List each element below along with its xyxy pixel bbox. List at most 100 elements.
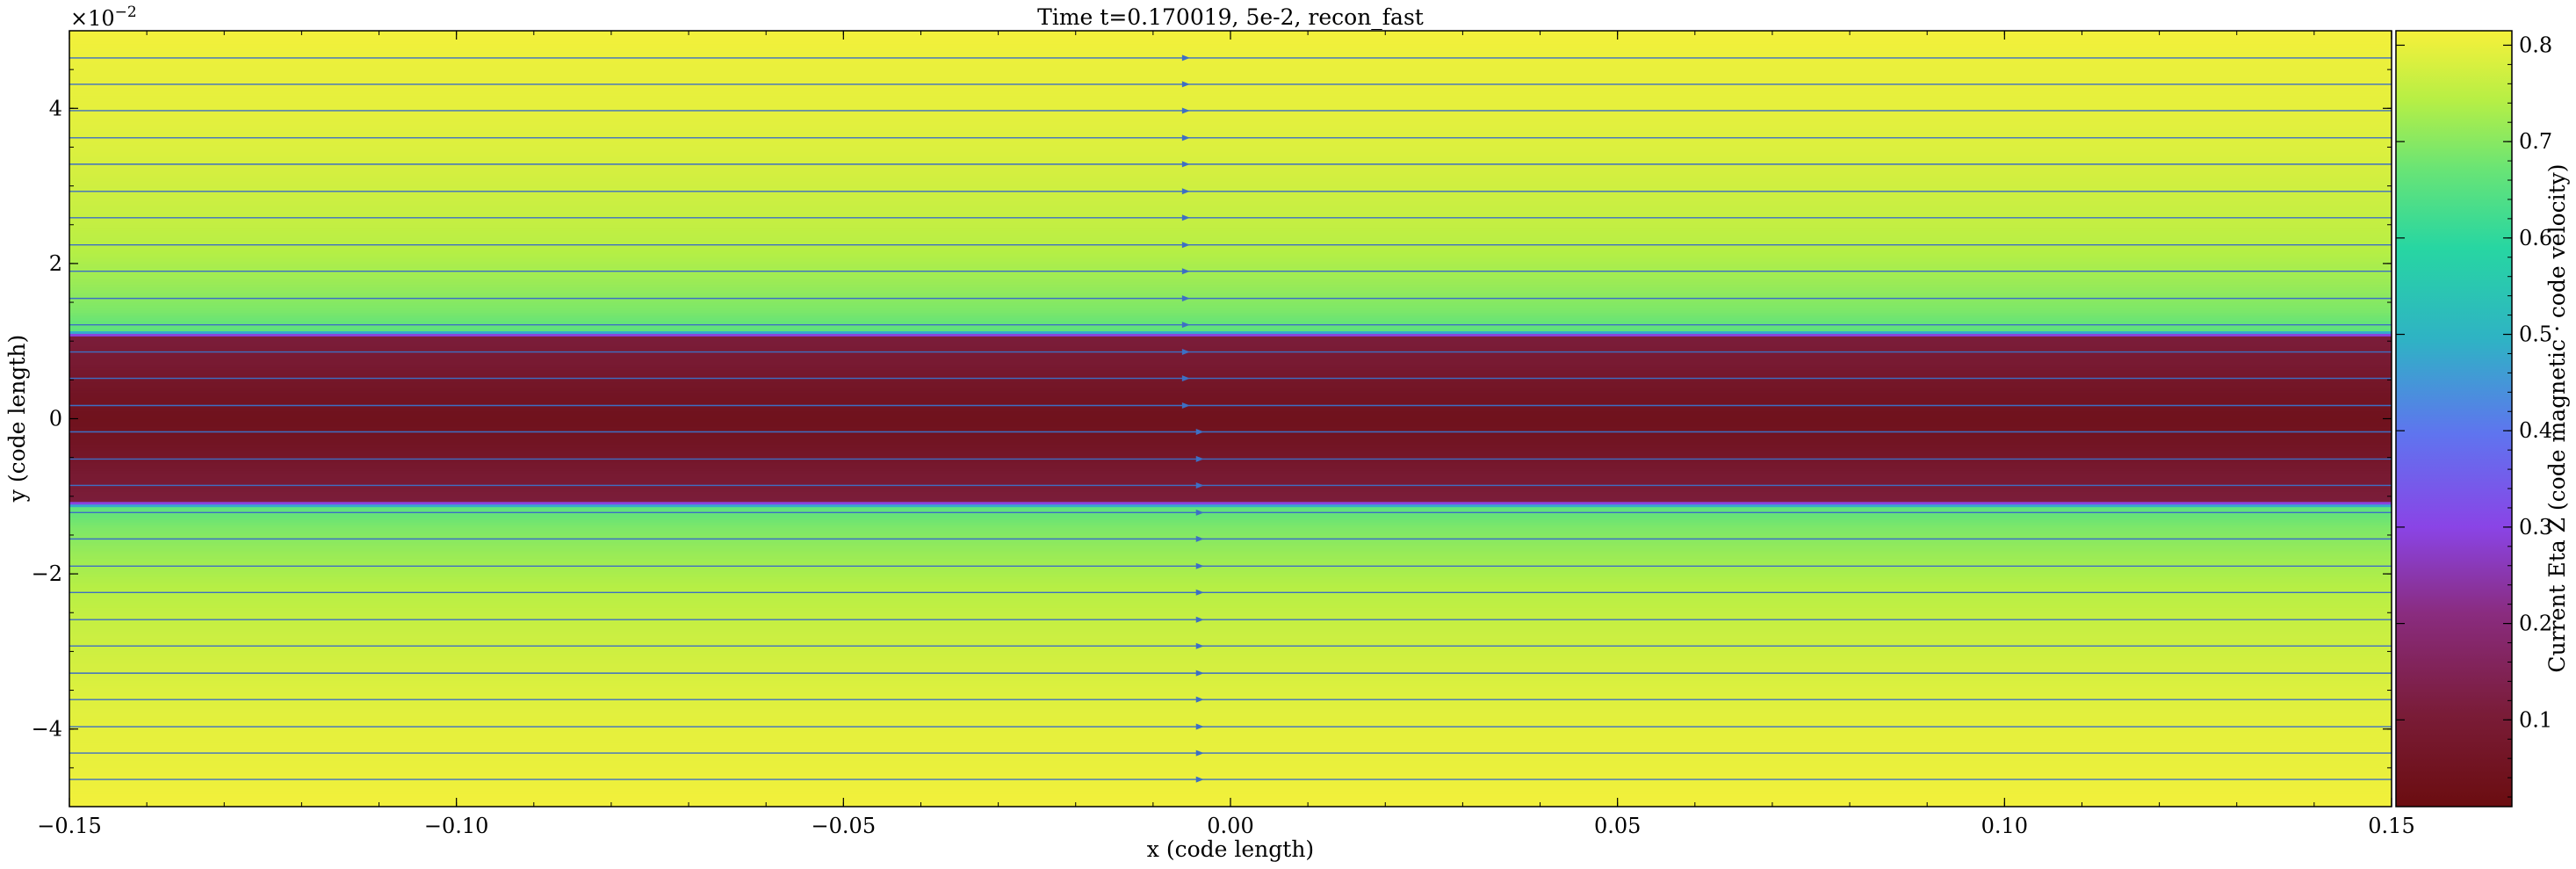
heatmap-band xyxy=(69,602,2392,606)
heatmap-band xyxy=(69,760,2392,764)
heatmap-band xyxy=(69,692,2392,697)
heatmap-band xyxy=(69,708,2392,712)
heatmap-band xyxy=(69,775,2392,779)
heatmap-band xyxy=(69,413,2392,417)
heatmap-band xyxy=(69,276,2392,280)
y-tick-label: 0 xyxy=(49,407,62,431)
heatmap-band xyxy=(69,633,2392,637)
heatmap-band xyxy=(69,607,2392,611)
heatmap-band xyxy=(69,364,2392,368)
streamline-arrow xyxy=(1195,670,1204,677)
heatmap-band xyxy=(69,677,2392,681)
heatmap-band xyxy=(69,591,2392,596)
heatmap-band xyxy=(69,667,2392,670)
x-tick-label: −0.15 xyxy=(37,814,102,838)
heatmap-band xyxy=(69,221,2392,226)
streamline-arrow xyxy=(1195,509,1204,516)
heatmap-band xyxy=(69,439,2392,443)
heatmap-band xyxy=(69,46,2392,50)
heatmap-band xyxy=(69,648,2392,652)
heatmap-band xyxy=(69,405,2392,409)
heatmap-band xyxy=(69,788,2392,792)
heatmap-band xyxy=(69,90,2392,94)
y-tick-label: 4 xyxy=(49,96,62,120)
streamline-arrow xyxy=(1195,642,1204,649)
heatmap-band xyxy=(69,374,2392,379)
heatmap-band xyxy=(69,561,2392,564)
heatmap-band xyxy=(69,402,2392,407)
streamline-arrow xyxy=(1181,402,1190,409)
heatmap-band xyxy=(69,315,2392,319)
heatmap-band xyxy=(69,131,2392,135)
streamline-arrow xyxy=(1181,375,1190,382)
heatmap-band xyxy=(69,540,2392,544)
heatmap-band xyxy=(69,762,2392,766)
heatmap-band xyxy=(69,734,2392,738)
streamline-arrow xyxy=(1181,322,1190,329)
field-bands xyxy=(69,31,2392,807)
heatmap-band xyxy=(69,783,2392,787)
heatmap-band xyxy=(69,177,2392,182)
heatmap-band xyxy=(69,307,2392,311)
heatmap-band xyxy=(69,341,2392,344)
heatmap-band xyxy=(69,232,2392,236)
heatmap-band xyxy=(69,625,2392,629)
heatmap-band xyxy=(69,400,2392,404)
heatmap-band xyxy=(69,54,2392,58)
heatmap-band xyxy=(69,346,2392,350)
heatmap-band xyxy=(69,711,2392,714)
heatmap-band xyxy=(69,38,2392,42)
heatmap-band xyxy=(69,180,2392,185)
y-tick-label: −4 xyxy=(32,717,62,742)
colorbar xyxy=(2395,30,2513,807)
heatmap-band xyxy=(69,183,2392,187)
streamline-arrow xyxy=(1195,535,1204,542)
streamline-arrow xyxy=(1195,776,1204,783)
heatmap-band xyxy=(69,393,2392,396)
heatmap-band xyxy=(69,353,2392,358)
heatmap-band xyxy=(69,333,2392,337)
heatmap-band xyxy=(69,48,2392,53)
heatmap-band xyxy=(69,134,2392,138)
heatmap-band xyxy=(69,75,2392,78)
heatmap-band xyxy=(69,444,2392,448)
heatmap-band xyxy=(69,610,2392,613)
heatmap-band xyxy=(69,796,2392,800)
x-tick-label: 0.05 xyxy=(1594,814,1641,838)
heatmap-band xyxy=(69,172,2392,177)
heatmap-band xyxy=(69,390,2392,394)
streamline-arrow xyxy=(1195,482,1204,489)
colorbar-tick-label: 0.4 xyxy=(2519,418,2552,443)
heatmap-band xyxy=(69,289,2392,293)
colorbar-tick-label: 0.7 xyxy=(2519,129,2552,154)
heatmap-band xyxy=(69,165,2392,169)
heatmap-band xyxy=(69,325,2392,329)
heatmap-band xyxy=(69,446,2392,451)
heatmap-band xyxy=(69,703,2392,706)
heatmap-band xyxy=(69,328,2392,332)
heatmap-band xyxy=(69,764,2392,769)
streamline-arrow xyxy=(1195,616,1204,623)
streamline-arrow xyxy=(1195,750,1204,757)
heatmap-band xyxy=(69,465,2392,469)
heatmap-band xyxy=(69,664,2392,668)
heatmap-band xyxy=(69,460,2392,464)
heatmap-band xyxy=(69,113,2392,117)
heatmap-band xyxy=(69,452,2392,456)
heatmap-band xyxy=(69,358,2392,363)
heatmap-band xyxy=(69,271,2392,275)
heatmap-band xyxy=(69,250,2392,254)
x-tick-label: −0.05 xyxy=(812,814,877,838)
heatmap-band xyxy=(69,470,2392,474)
heatmap-band xyxy=(69,193,2392,197)
heatmap-band xyxy=(69,612,2392,616)
heatmap-band xyxy=(69,739,2392,743)
heatmap-band xyxy=(69,635,2392,640)
heatmap-band xyxy=(69,770,2392,774)
heatmap-band xyxy=(69,121,2392,125)
heatmap-band xyxy=(69,478,2392,482)
heatmap-band xyxy=(69,490,2392,495)
heatmap-band xyxy=(69,532,2392,536)
streamline-arrow xyxy=(1195,696,1204,703)
heatmap-band xyxy=(69,212,2392,215)
